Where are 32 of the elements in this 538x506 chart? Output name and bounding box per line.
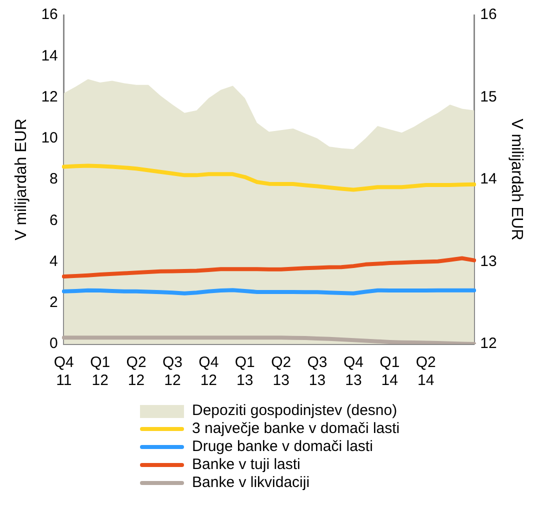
x-tick-label: Q3 13 xyxy=(307,354,328,390)
legend-label: 3 največje banke v domači lasti xyxy=(192,420,400,438)
y-tick-label: 2 xyxy=(50,294,58,312)
legend-label: Druge banke v domači lasti xyxy=(192,438,373,456)
legend-label: Banke v likvidaciji xyxy=(192,474,310,492)
y-tick-label: 14 xyxy=(41,47,58,64)
x-tick-label: Q3 12 xyxy=(162,354,182,390)
x-tick-label: Q1 13 xyxy=(234,354,255,390)
y-tick-label: 8 xyxy=(50,170,58,188)
y2-tick-label: 16 xyxy=(480,6,497,24)
y2-tick-label: 12 xyxy=(480,335,497,352)
x-tick-label: Q1 12 xyxy=(90,354,110,390)
x-tick-label: Q2 14 xyxy=(416,354,436,390)
legend-label: Banke v tuji lasti xyxy=(192,456,300,474)
y-axis-title: V milijardah EUR xyxy=(13,118,30,240)
y2-axis-title: V milijardah EUR xyxy=(508,118,525,240)
y-tick-label: 4 xyxy=(50,252,58,270)
y2-tick-label: 13 xyxy=(480,252,497,270)
x-tick-label: Q2 13 xyxy=(271,354,292,390)
y-tick-label: 10 xyxy=(41,130,58,147)
x-tick-label: Q2 12 xyxy=(126,354,146,390)
y-tick-label: 12 xyxy=(41,88,58,106)
legend-label: Depoziti gospodinjstev (desno) xyxy=(192,402,398,420)
x-tick-label: Q1 14 xyxy=(380,354,400,390)
x-tick-label: Q4 13 xyxy=(343,354,364,390)
y-tick-label: 0 xyxy=(50,335,58,352)
y-tick-label: 6 xyxy=(50,212,58,229)
y2-tick-label: 14 xyxy=(480,170,497,188)
y2-tick-label: 15 xyxy=(480,88,497,106)
y-tick-label: 16 xyxy=(41,6,58,24)
x-tick-label: Q4 11 xyxy=(54,354,74,390)
x-tick-label: Q4 12 xyxy=(198,354,219,390)
